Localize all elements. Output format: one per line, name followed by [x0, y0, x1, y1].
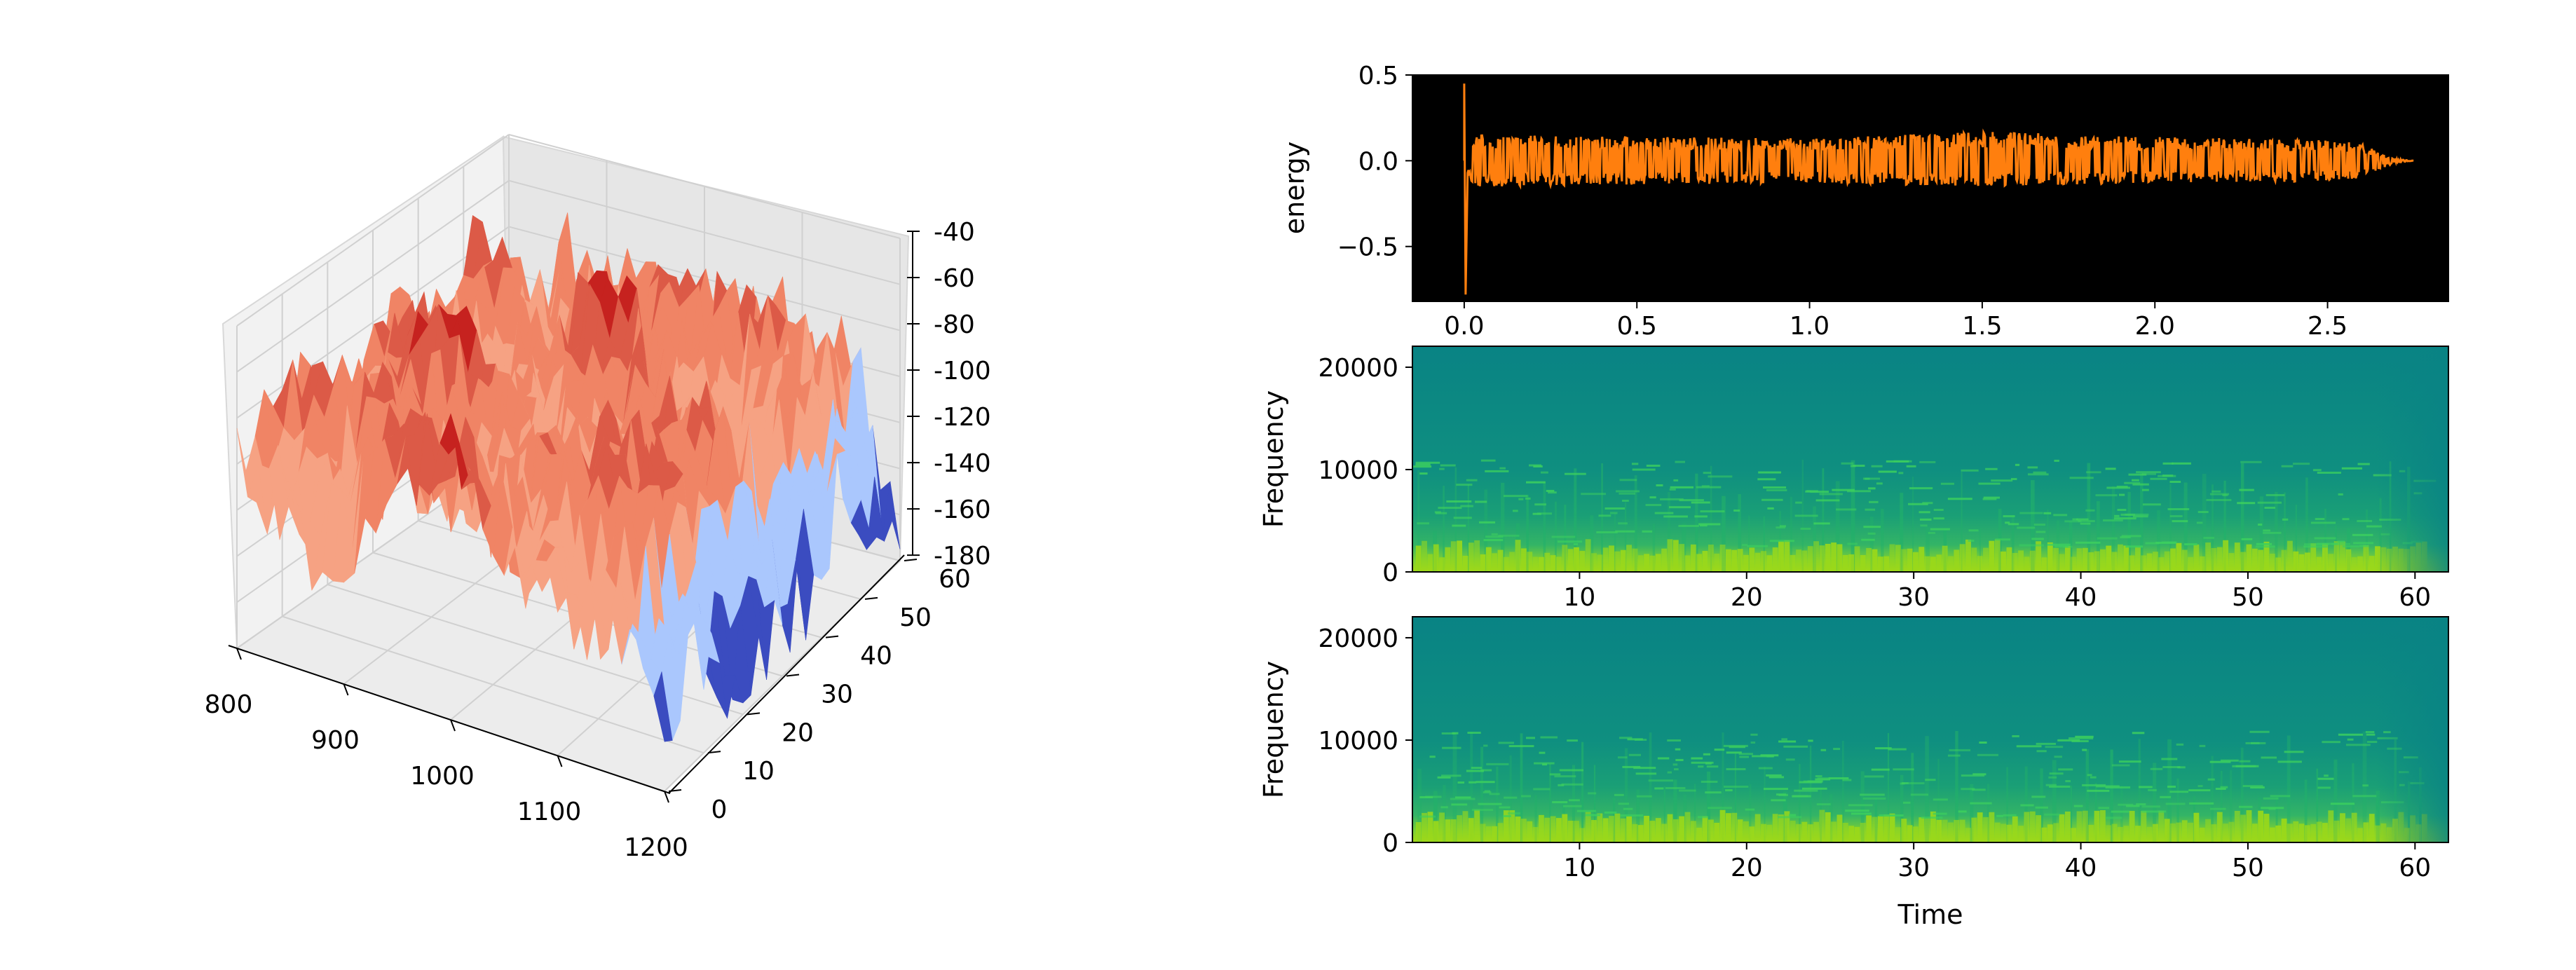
surface-x-tick-label: 1100 — [517, 798, 582, 826]
surface-x-axis — [228, 645, 671, 794]
surface-backwall-gridline-z — [508, 134, 901, 239]
surface-z-tick-label: -100 — [934, 357, 991, 385]
surface-y-tick-label: 50 — [899, 603, 932, 632]
spectrogram-bottom-fade — [1412, 617, 2448, 842]
waveform-x-tick-label: 0.5 — [1617, 312, 1657, 341]
surface-y-tick-label: 0 — [711, 795, 728, 824]
waveform-frame — [1412, 74, 2449, 302]
surface-z-tick-label: -40 — [934, 218, 975, 247]
spectrogram-y-tick-label: 20000 — [1318, 354, 1398, 383]
spectrogram-x-tick-label: 30 — [1897, 583, 1930, 612]
spectrogram-x-tick-label: 60 — [2399, 583, 2431, 612]
spectrogram-top-ylabel: Frequency — [1258, 390, 1289, 528]
spectrogram-x-tick-label: 50 — [2232, 854, 2264, 882]
spectrogram-y-tick-label: 10000 — [1318, 727, 1398, 756]
surface-y-tick-label: 20 — [782, 718, 814, 747]
spectrogram-bottom-frame — [1412, 616, 2449, 843]
waveform-x-tick-label: 1.0 — [1790, 312, 1829, 341]
surface-y-tick — [707, 751, 721, 754]
surface-x-tick — [450, 719, 456, 732]
spectrogram-top-ticks: 10 20 30 40 50 60 20000 10000 0 — [1318, 354, 2431, 612]
surface-y-axis — [668, 554, 905, 794]
surface-y-tick — [825, 635, 839, 638]
surface-x-tick — [664, 791, 669, 803]
surface-z-tick-label: -180 — [934, 542, 991, 571]
spectrogram-x-tick-label: 60 — [2399, 854, 2431, 882]
waveform-x-tick-label: 0.0 — [1444, 312, 1484, 341]
spectrogram-bottom-ylabel: Frequency — [1258, 661, 1289, 798]
surface-z-tick-label: -160 — [934, 496, 991, 524]
spectrogram-bottom-xlabel: Time — [1897, 899, 1963, 930]
surface-x-tick — [557, 755, 563, 767]
surface-y-tick-label: 40 — [860, 642, 892, 671]
surface-x-tick — [343, 683, 349, 696]
surface-z-tick-label: -140 — [934, 449, 991, 478]
spectrogram-y-tick-label: 10000 — [1318, 456, 1398, 485]
spectrogram-y-tick-label: 0 — [1382, 559, 1398, 587]
surface-y-tick — [864, 596, 878, 600]
surface-z-tick-label: -80 — [934, 310, 975, 339]
waveform-panel: 0.0 0.5 1.0 1.5 2.0 2.5 0.5 0.0 −0.5 energy — [1279, 62, 2449, 341]
spectrogram-y-tick-label: 0 — [1382, 829, 1398, 858]
surface-z-tick-label: -120 — [934, 403, 991, 432]
surface-facet — [653, 671, 673, 742]
surface-x-tick-label: 1000 — [410, 762, 475, 791]
spectrogram-x-tick-label: 50 — [2232, 583, 2264, 612]
surface-z-tick-label: -60 — [934, 264, 975, 293]
waveform-y-tick-label: −0.5 — [1337, 233, 1398, 262]
waveform-background — [1412, 75, 2448, 301]
spectrogram-x-tick-label: 20 — [1731, 854, 1763, 882]
waveform-x-tick-label: 2.5 — [2308, 312, 2347, 341]
spectrogram-bottom-panel: 10 20 30 40 50 60 20000 10000 0 Frequency Time — [1258, 616, 2449, 930]
surface-x-tick-label: 800 — [205, 690, 253, 719]
spectrogram-x-tick-label: 10 — [1563, 854, 1595, 882]
spectrogram-top-fade — [1412, 346, 2448, 572]
surface-y-tick-label: 30 — [821, 681, 853, 709]
waveform-x-tick-label: 1.5 — [1962, 312, 2002, 341]
surface-x-tick-label: 1200 — [624, 833, 688, 862]
surface-floor-gridline-y — [282, 615, 704, 754]
spectrogram-x-tick-label: 40 — [2065, 583, 2097, 612]
spectrogram-x-tick-label: 10 — [1563, 583, 1595, 612]
surface-y-tick — [904, 559, 918, 561]
surface-y-tick — [786, 674, 800, 677]
surface-y-tick — [668, 789, 682, 792]
spectrogram-y-tick-label: 20000 — [1318, 624, 1398, 653]
spectrogram-x-tick-label: 30 — [1897, 854, 1930, 882]
surface-x-tick-label: 900 — [311, 726, 360, 755]
waveform-y-tick-label: 0.5 — [1358, 62, 1398, 90]
waveform-ylabel: energy — [1279, 142, 1310, 234]
surface-backwall-gridline-z — [508, 179, 901, 285]
spectrogram-top-panel: 10 20 30 40 50 60 20000 10000 0 Frequency — [1258, 346, 2449, 612]
surface-y-tick-label: 60 — [939, 565, 971, 594]
surface-x-tick — [236, 648, 242, 660]
waveform-ticks: 0.0 0.5 1.0 1.5 2.0 2.5 0.5 0.0 −0.5 — [1337, 62, 2348, 341]
spectrogram-x-tick-label: 40 — [2065, 854, 2097, 882]
surface-y-tick-label: 10 — [742, 757, 775, 786]
waveform-y-tick-label: 0.0 — [1358, 147, 1398, 176]
surface-y-tick — [747, 712, 761, 716]
spectrogram-top-frame — [1412, 346, 2449, 573]
waveform-x-tick-label: 2.0 — [2135, 312, 2175, 341]
spectrogram-bottom-ticks: 10 20 30 40 50 60 20000 10000 0 — [1318, 624, 2431, 882]
spectrogram-x-tick-label: 20 — [1731, 583, 1763, 612]
surface-mesh — [236, 212, 901, 742]
waveform-line — [1463, 83, 2414, 295]
